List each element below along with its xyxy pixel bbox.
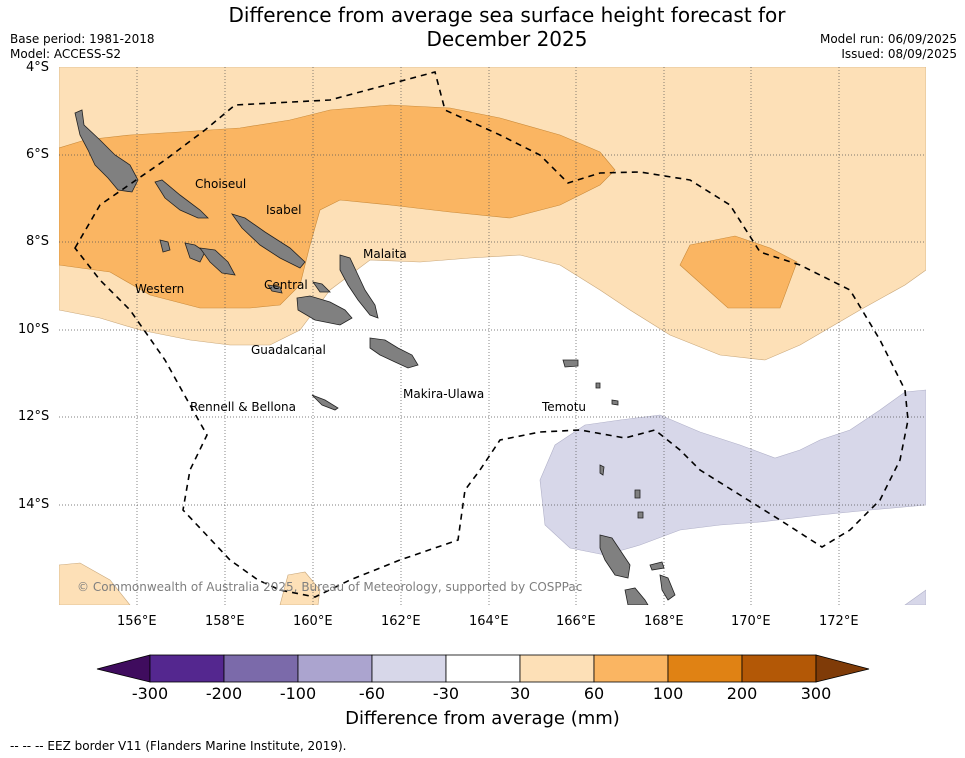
gridlines [59,67,926,605]
lon-label-172e: 172°E [819,614,859,629]
colorbar [96,654,870,683]
colorbar-tick: -200 [205,684,243,703]
lat-label-12s: 12°S [18,409,50,424]
colorbar-tick: -60 [358,684,386,703]
colorbar-bin [519,654,595,683]
colorbar-tick: 30 [509,684,531,703]
colorbar-bin [149,654,225,683]
land-islands [74,109,676,605]
lon-label-164e: 164°E [469,614,509,629]
colorbar-tick: 300 [800,684,832,703]
place-temotu: Temotu [542,400,587,414]
contour-30-60-s [279,571,321,605]
place-isabel: Isabel [266,203,302,217]
colorbar-label: Difference from average (mm) [345,708,620,729]
place-malaita: Malaita [363,247,407,261]
lat-label-8s: 8°S [26,234,50,249]
lat-label-6s: 6°S [26,147,50,162]
base-period: Base period: 1981-2018 [10,32,155,46]
model-info: Base period: 1981-2018 Model: ACCESS-S2 [10,32,155,62]
lon-label-160e: 160°E [293,614,333,629]
colorbar-tick: 60 [583,684,605,703]
copyright-note: © Commonwealth of Australia 2025, Bureau… [77,580,583,594]
colorbar-min-arrow [96,654,151,683]
map-title: Difference from average sea surface heig… [0,3,965,51]
colorbar-bin [667,654,743,683]
colorbar-max-arrow [815,654,870,683]
place-makira-ulawa: Makira-Ulawa [403,387,485,401]
anomaly-fields [59,67,926,605]
run-info: Model run: 06/09/2025 Issued: 08/09/2025 [820,32,957,62]
colorbar-bin [445,654,521,683]
place-guadalcanal: Guadalcanal [251,343,326,357]
lon-label-158e: 158°E [205,614,245,629]
lon-label-162e: 162°E [381,614,421,629]
eez-legend-note: -- -- -- EEZ border V11 (Flanders Marine… [10,739,347,753]
place-choiseul: Choiseul [195,177,247,191]
lat-label-10s: 10°S [18,322,50,337]
colorbar-tick: 100 [652,684,684,703]
lon-label-168e: 168°E [644,614,684,629]
colorbar-bin [593,654,669,683]
issued-date: Issued: 08/09/2025 [841,47,957,61]
contour-neg-se [904,589,926,605]
place-western: Western [135,282,185,296]
lat-label-4s: 4°S [26,60,50,75]
colorbar-tick: -300 [131,684,169,703]
colorbar-bin [741,654,817,683]
contour-30-60-sw [59,562,131,605]
title-line-1: Difference from average sea surface heig… [228,3,786,27]
model-name: Model: ACCESS-S2 [10,47,122,61]
colorbar-bin [297,654,373,683]
lon-label-166e: 166°E [556,614,596,629]
colorbar-bin [223,654,299,683]
lat-label-14s: 14°S [18,497,50,512]
place-central: Central [264,278,308,292]
colorbar-tick: -100 [279,684,317,703]
title-line-2: December 2025 [426,27,588,51]
contour-neg-30-60 [539,389,926,556]
lon-label-156e: 156°E [117,614,157,629]
model-run: Model run: 06/09/2025 [819,32,957,46]
colorbar-tick: -30 [432,684,460,703]
place-rennell-bellona: Rennell & Bellona [190,400,297,414]
lon-label-170e: 170°E [731,614,771,629]
colorbar-bin [371,654,447,683]
colorbar-tick: 200 [726,684,758,703]
